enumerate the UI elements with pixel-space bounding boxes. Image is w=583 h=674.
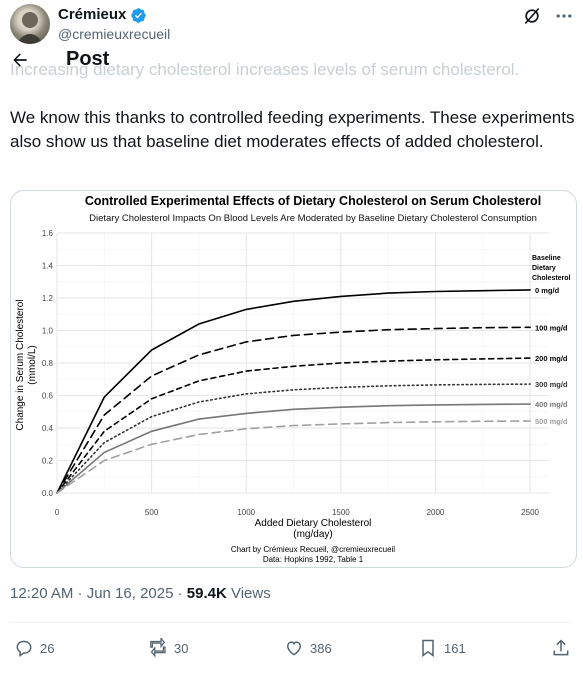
page-title: Post bbox=[66, 48, 110, 70]
y-tick-label: 1.0 bbox=[42, 327, 54, 336]
y-axis-label-line2: (mmol/L) bbox=[27, 345, 38, 384]
reply-count: 26 bbox=[40, 640, 55, 656]
series-lines bbox=[56, 289, 531, 494]
axes: 0.0 0.2 0.4 0.6 0.8 1.0 1.2 1.4 1.6 0 500 1000 1500 2… bbox=[42, 229, 540, 517]
chart-image[interactable]: Controlled Experimental Effects of Dieta… bbox=[10, 190, 577, 568]
bookmark-count: 161 bbox=[444, 640, 466, 656]
faded-previous-text: Increasing dietary cholesterol increases… bbox=[10, 60, 520, 79]
series-line bbox=[56, 420, 531, 494]
grok-icon[interactable] bbox=[522, 6, 542, 26]
legend-title: Baseline bbox=[532, 255, 561, 262]
chart-caption: Chart by Crémieux Recueil, @cremieuxrecu… bbox=[231, 545, 395, 554]
y-tick-label: 0.8 bbox=[42, 359, 54, 368]
x-tick-label: 1500 bbox=[332, 508, 350, 517]
verified-badge-icon bbox=[131, 8, 146, 23]
back-arrow-icon[interactable] bbox=[10, 50, 30, 70]
more-options-icon[interactable] bbox=[554, 6, 574, 26]
y-tick-label: 1.4 bbox=[42, 262, 54, 271]
y-tick-label: 0.4 bbox=[42, 424, 54, 433]
series-line bbox=[56, 403, 531, 494]
post-meta: 12:20 AM · Jun 16, 2025 · 59.4K Views bbox=[10, 585, 271, 602]
y-tick-label: 1.2 bbox=[42, 294, 54, 303]
author-name[interactable]: Crémieux bbox=[58, 6, 127, 23]
legend-title: Cholesterol bbox=[532, 275, 571, 282]
heart-icon bbox=[286, 641, 302, 656]
x-tick-label: 2500 bbox=[521, 508, 539, 517]
action-bar: 26 30 386 161 bbox=[0, 636, 583, 662]
views-label: Views bbox=[226, 585, 271, 602]
series-label: 0 mg/d bbox=[535, 286, 560, 295]
series-line bbox=[56, 383, 531, 494]
share-icon bbox=[553, 639, 569, 656]
y-tick-label: 0.6 bbox=[42, 392, 54, 401]
legend: Baseline Dietary Cholesterol 0 mg/d 100 mg/d… bbox=[532, 255, 571, 426]
y-tick-label: 0.2 bbox=[42, 457, 54, 466]
author-handle[interactable]: @cremieuxrecueil bbox=[58, 26, 171, 42]
views-count: 59.4K bbox=[186, 585, 227, 602]
series-label: 100 mg/d bbox=[535, 323, 568, 332]
x-tick-label: 1000 bbox=[237, 508, 255, 517]
series-label: 200 mg/d bbox=[535, 354, 568, 363]
author-row: Crémieux @cremieuxrecueil bbox=[10, 4, 580, 44]
like-button[interactable]: 386 bbox=[284, 636, 332, 660]
grid bbox=[56, 232, 549, 494]
like-count: 386 bbox=[310, 640, 332, 656]
repost-button[interactable]: 30 bbox=[148, 636, 188, 660]
x-tick-label: 0 bbox=[55, 508, 60, 517]
x-axis-label-line1: Added Dietary Cholesterol bbox=[255, 518, 372, 529]
y-tick-label: 0.0 bbox=[42, 489, 54, 498]
tweet-text: We know this thanks to controlled feedin… bbox=[10, 108, 575, 151]
series-line bbox=[56, 289, 531, 494]
reply-icon bbox=[16, 640, 32, 657]
x-axis-label-line2: (mg/day) bbox=[293, 529, 332, 540]
series-label: 500 mg/d bbox=[535, 417, 568, 426]
series-label: 400 mg/d bbox=[535, 400, 568, 409]
x-tick-label: 2000 bbox=[427, 508, 445, 517]
series-label: 300 mg/d bbox=[535, 380, 568, 389]
repost-icon bbox=[150, 638, 166, 658]
chart-title: Controlled Experimental Effects of Dieta… bbox=[85, 194, 541, 208]
post-timestamp[interactable]: 12:20 AM · Jun 16, 2025 · bbox=[10, 585, 187, 602]
repost-count: 30 bbox=[174, 640, 189, 656]
share-button[interactable] bbox=[551, 636, 571, 660]
legend-title: Dietary bbox=[532, 265, 556, 272]
y-tick-label: 1.6 bbox=[42, 229, 54, 238]
reply-button[interactable]: 26 bbox=[14, 636, 54, 660]
avatar[interactable] bbox=[10, 4, 50, 44]
bookmark-icon bbox=[422, 639, 434, 657]
chart: Controlled Experimental Effects of Dieta… bbox=[15, 194, 571, 564]
bookmark-button[interactable]: 161 bbox=[418, 636, 466, 660]
divider bbox=[10, 622, 573, 623]
series-line bbox=[56, 326, 531, 494]
series-line bbox=[56, 357, 531, 494]
chart-source: Data: Hopkins 1992, Table 1 bbox=[263, 555, 364, 564]
chart-subtitle: Dietary Cholesterol Impacts On Blood Lev… bbox=[89, 213, 537, 224]
y-axis-label-line1: Change in Serum Cholesterol bbox=[15, 299, 26, 430]
x-tick-label: 500 bbox=[145, 508, 159, 517]
